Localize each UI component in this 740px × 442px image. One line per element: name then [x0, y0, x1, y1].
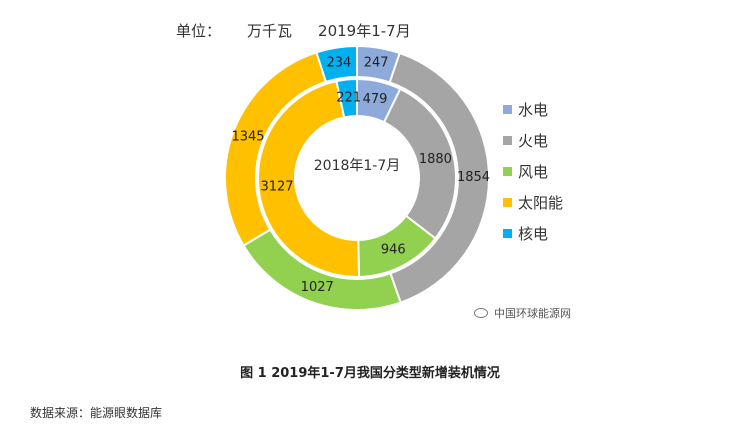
- inner-value-label-0: 479: [363, 92, 388, 107]
- unit-label: 单位：: [176, 22, 222, 40]
- donut-chart: 247 1854 1027 1345 234 479 1880 946 3127 221 2018…: [224, 44, 490, 311]
- watermark-text: 中国环球能源网: [494, 307, 571, 320]
- unit-value: 万千瓦: [247, 22, 293, 40]
- legend-swatch-3: [503, 198, 512, 207]
- inner-value-label-3: 3127: [260, 180, 293, 195]
- legend-swatch-1: [503, 136, 512, 145]
- period-label: 2019年1-7月: [318, 22, 411, 40]
- legend-item-1: 火电: [503, 125, 563, 156]
- watermark-logo-icon: [474, 308, 488, 318]
- legend-swatch-0: [503, 105, 512, 114]
- unit-header: 单位： 万千瓦 2019年1-7月: [176, 20, 437, 41]
- inner-value-label-2: 946: [381, 242, 406, 257]
- inner-value-label-1: 1880: [419, 152, 452, 167]
- legend-item-4: 核电: [503, 218, 563, 249]
- outer-value-label-3: 1345: [231, 129, 264, 144]
- legend-label-2: 风电: [518, 163, 549, 181]
- legend-item-0: 水电: [503, 94, 563, 125]
- data-source: 数据来源：能源眼数据库: [30, 406, 163, 420]
- legend-label-1: 火电: [518, 132, 549, 150]
- figure-caption: 图 1 2019年1-7月我国分类型新增装机情况: [240, 366, 500, 381]
- legend-swatch-2: [503, 167, 512, 176]
- outer-slice-4: [315, 44, 358, 84]
- outer-slice-1: [388, 51, 490, 304]
- inner-slice-1: [382, 87, 457, 240]
- legend-label-4: 核电: [518, 225, 549, 243]
- outer-value-label-1: 1854: [457, 170, 490, 185]
- watermark: 中国环球能源网: [474, 305, 571, 321]
- legend-item-3: 太阳能: [503, 187, 563, 218]
- inner-slice-3: [257, 79, 361, 278]
- chart-legend: 水电火电风电太阳能核电: [503, 94, 563, 249]
- outer-value-label-4: 234: [326, 55, 351, 70]
- legend-item-2: 风电: [503, 156, 563, 187]
- legend-label-0: 水电: [518, 101, 549, 119]
- center-label: 2018年1-7月: [314, 158, 401, 174]
- inner-value-label-4: 221: [336, 90, 361, 105]
- legend-label-3: 太阳能: [518, 194, 564, 212]
- legend-swatch-4: [503, 229, 512, 238]
- outer-value-label-2: 1027: [301, 280, 334, 295]
- inner-slice-4: [335, 77, 358, 119]
- outer-value-label-0: 247: [364, 56, 389, 71]
